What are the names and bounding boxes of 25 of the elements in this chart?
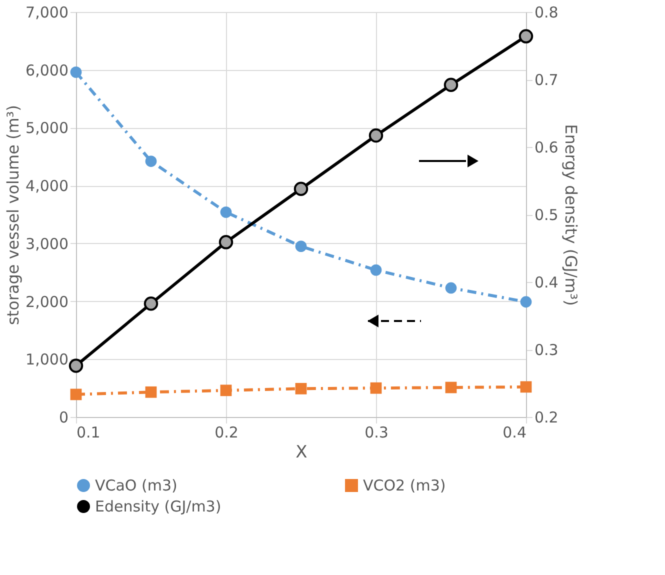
y2-tick-label: 0.3 xyxy=(534,341,558,359)
y-tick-label: 2,000 xyxy=(26,292,68,311)
legend-label: VCO2 (m3) xyxy=(363,476,446,495)
x-tick-label: 0.2 xyxy=(214,424,238,442)
x-tick-label: 0.1 xyxy=(76,424,100,442)
y-tick-label: 5,000 xyxy=(26,119,68,138)
y-tick-label: 1,000 xyxy=(26,350,68,369)
y-axis-title: storage vessel volume (m³) xyxy=(4,104,23,326)
y-tick-label: 0 xyxy=(58,408,68,426)
y2-tick-label: 0.6 xyxy=(534,138,558,156)
y2-tick-label: 0.7 xyxy=(534,71,558,89)
y2-tick-label: 0.8 xyxy=(534,4,558,22)
y2-tick-label: 0.2 xyxy=(534,408,558,426)
y-tick-label: 6,000 xyxy=(26,61,68,80)
y2-tick-label: 0.5 xyxy=(534,206,558,224)
y-tick-label: 3,000 xyxy=(26,234,68,253)
legend-label: VCaO (m3) xyxy=(95,476,178,495)
x-tick-label: 0.3 xyxy=(364,424,388,442)
y-tick-label: 7,000 xyxy=(26,4,68,22)
legend-label: Edensity (GJ/m3) xyxy=(95,498,222,516)
y2-axis-title: Energy density (GJ/m³) xyxy=(561,124,580,306)
x-axis-title: X xyxy=(296,442,308,462)
y2-tick-label: 0.4 xyxy=(534,274,558,292)
x-tick-label: 0.4 xyxy=(502,424,526,442)
y-tick-label: 4,000 xyxy=(26,177,68,196)
